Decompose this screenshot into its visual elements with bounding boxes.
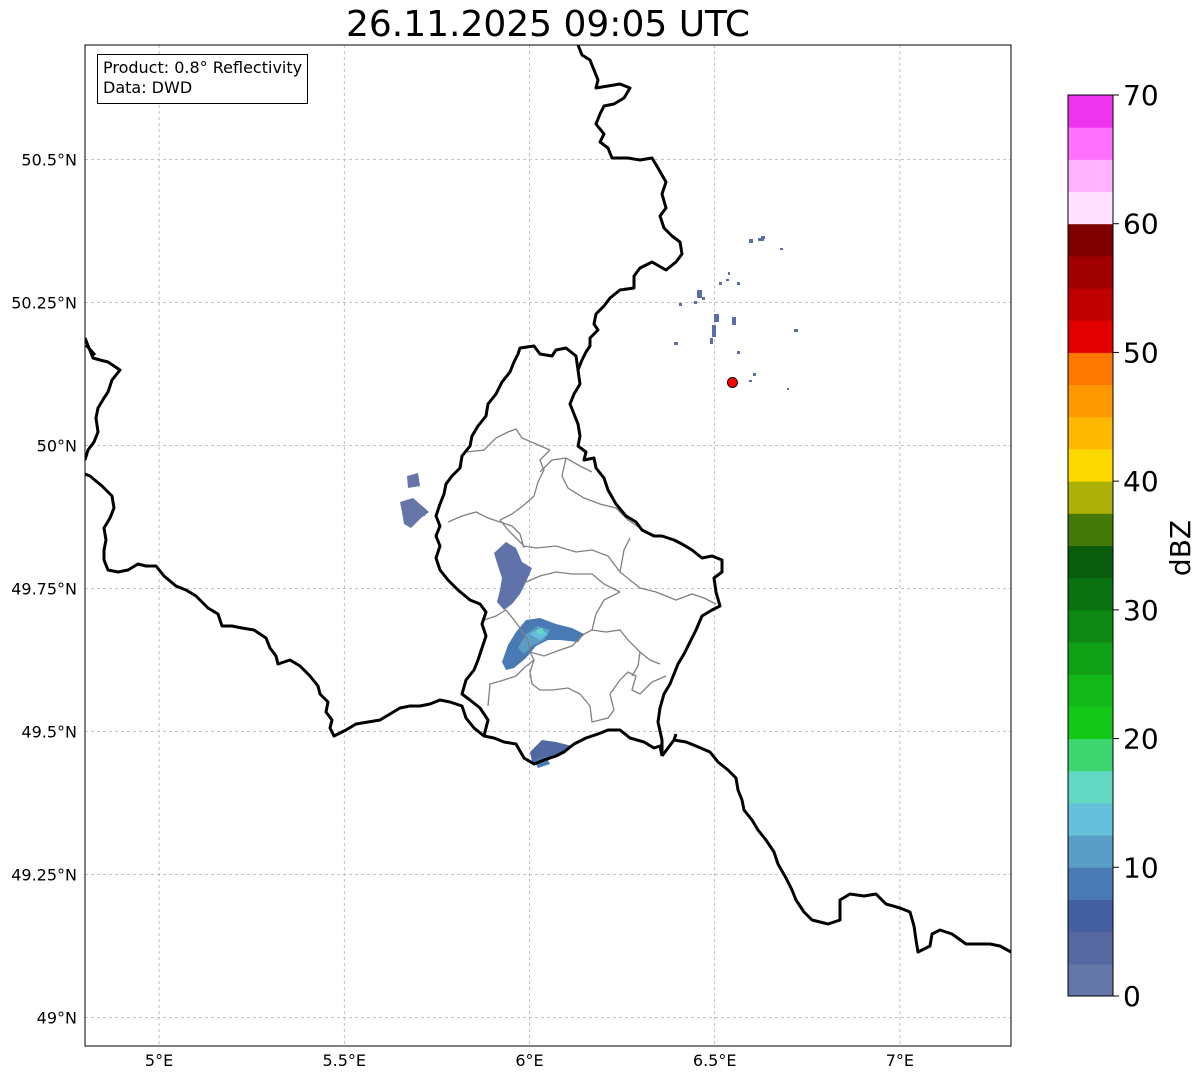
colorbar-tick-label: 40 — [1123, 465, 1159, 498]
colorbar-segment — [1068, 738, 1113, 772]
latitude-tick-label: 49°N — [37, 1008, 77, 1027]
colorbar-segment — [1068, 609, 1113, 643]
latitude-tick-label: 49.75°N — [11, 579, 77, 598]
colorbar-tick-label: 60 — [1123, 208, 1159, 241]
colorbar — [1067, 94, 1114, 997]
longitude-tick-label: 5.5°E — [322, 1051, 366, 1070]
colorbar-segment — [1068, 481, 1113, 514]
colorbar-segment — [1068, 448, 1113, 482]
colorbar-segment — [1068, 255, 1113, 289]
colorbar-tick-label: 50 — [1123, 336, 1159, 369]
map-area — [85, 45, 1011, 1046]
data-source-label: Data: DWD — [103, 78, 193, 97]
radar-site-marker — [726, 376, 738, 388]
cluster-north-luxembourg — [494, 542, 532, 610]
longitude-labels: 5°E 5.5°E 6°E 6.5°E 7°E — [145, 1051, 914, 1070]
colorbar-tick-label: 0 — [1123, 980, 1141, 1013]
country-borders — [85, 45, 1011, 954]
scattered-eifel — [674, 236, 798, 390]
product-info-box: Product: 0.8° Reflectivity Data: DWD — [97, 54, 309, 104]
map-title: 26.11.2025 09:05 UTC — [345, 4, 751, 45]
longitude-tick-label: 6.5°E — [693, 1051, 737, 1070]
colorbar-segment — [1068, 577, 1113, 611]
latitude-tick-label: 50°N — [37, 436, 77, 455]
colorbar-segment — [1068, 159, 1113, 193]
colorbar-segment — [1068, 835, 1113, 868]
colorbar-segment — [1068, 867, 1113, 900]
colorbar-frame — [1067, 94, 1114, 997]
colorbar-tick-label: 30 — [1123, 594, 1159, 627]
colorbar-segment — [1068, 352, 1113, 386]
reflectivity-echoes — [400, 236, 798, 768]
longitude-tick-label: 7°E — [886, 1051, 914, 1070]
colorbar-tick-label: 20 — [1123, 723, 1159, 756]
colorbar-segment — [1068, 127, 1113, 160]
longitude-tick-label: 5°E — [145, 1051, 173, 1070]
latitude-tick-label: 49.5°N — [21, 722, 77, 741]
map-gridlines — [85, 45, 1011, 1046]
colorbar-segment — [1068, 545, 1113, 579]
colorbar-segment — [1068, 899, 1113, 933]
colorbar-tick-label: 70 — [1123, 79, 1159, 112]
longitude-tick-label: 6°E — [515, 1051, 543, 1070]
colorbar-segment — [1068, 191, 1113, 225]
colorbar-tick-label: 10 — [1123, 851, 1159, 884]
colorbar-segment — [1068, 770, 1113, 804]
colorbar-unit-label: dBZ — [1164, 520, 1197, 576]
colorbar-segment — [1068, 706, 1113, 740]
colorbar-segment — [1068, 384, 1113, 418]
latitude-tick-label: 50.25°N — [11, 293, 77, 312]
colorbar-segment — [1068, 223, 1113, 257]
colorbar-segment — [1068, 931, 1113, 965]
map-frame — [84, 44, 1012, 1047]
colorbar-ticks: 0 10 20 30 40 50 60 70 — [1113, 79, 1159, 1013]
canton-boundaries — [447, 428, 717, 723]
colorbar-segment — [1068, 513, 1113, 546]
colorbar-segment — [1068, 674, 1113, 707]
colorbar-segment — [1068, 642, 1113, 675]
latitude-tick-label: 50.5°N — [21, 150, 77, 169]
colorbar-segment — [1068, 802, 1113, 836]
latitude-tick-label: 49.25°N — [11, 865, 77, 884]
latitude-labels: 50.5°N 50.25°N 50°N 49.75°N 49.5°N 49.25°N 49°… — [11, 150, 77, 1027]
colorbar-segment — [1068, 963, 1113, 997]
colorbar-segment — [1068, 416, 1113, 450]
product-label: Product: 0.8° Reflectivity — [103, 58, 303, 77]
colorbar-segment — [1068, 320, 1113, 353]
colorbar-segment — [1068, 288, 1113, 321]
cluster-west-belgium — [400, 473, 429, 528]
colorbar-segment — [1068, 95, 1113, 128]
